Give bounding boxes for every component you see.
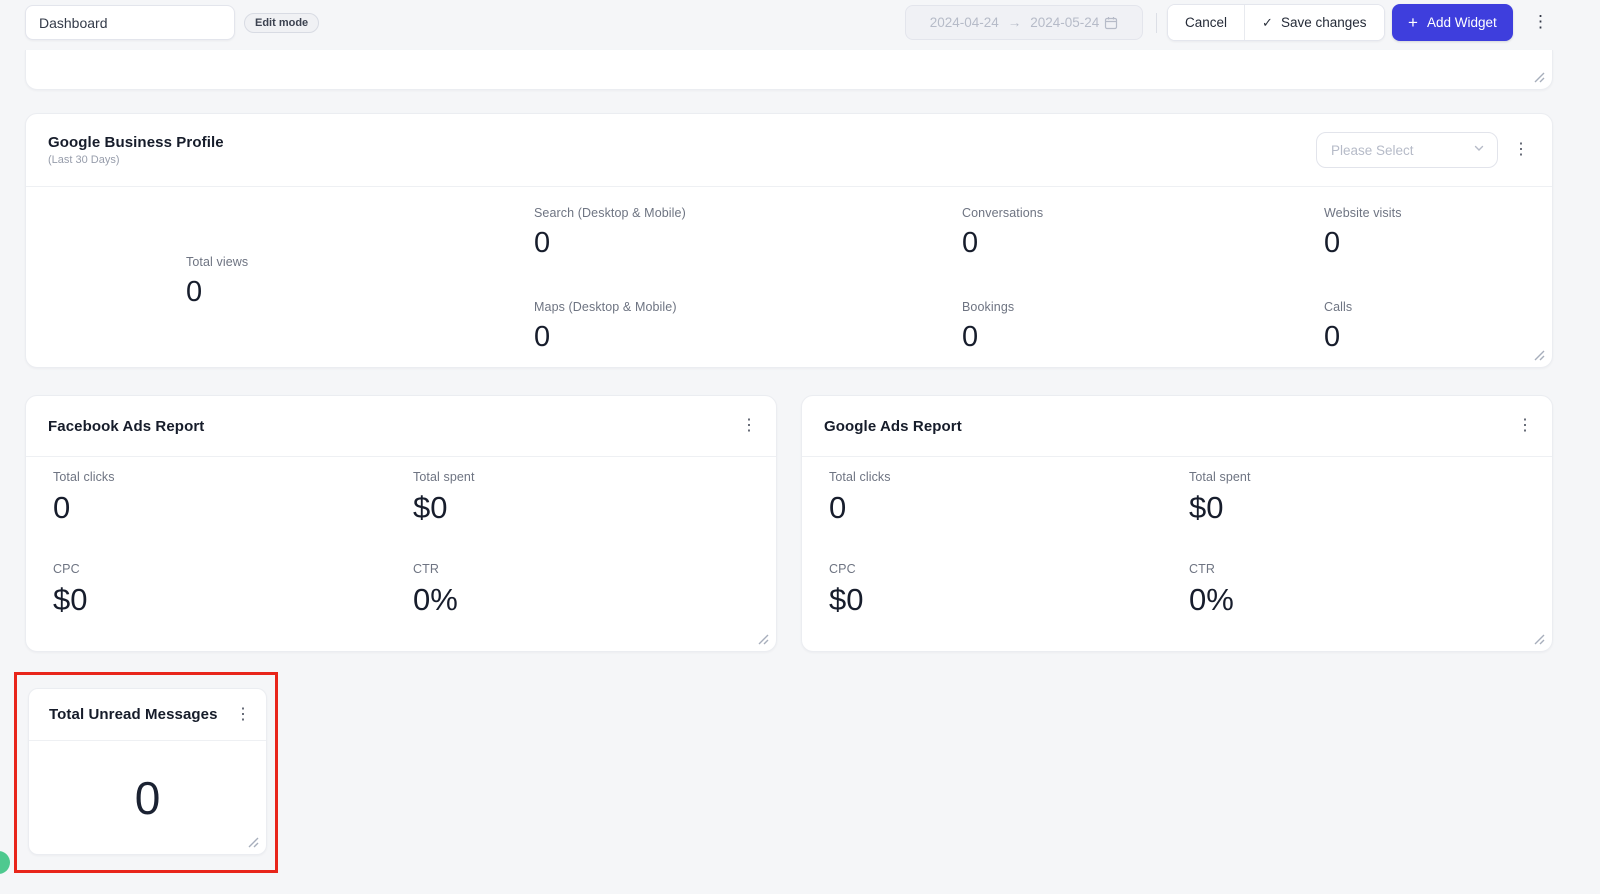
metric-search: Search (Desktop & Mobile) 0 bbox=[534, 206, 686, 259]
metric-calls: Calls 0 bbox=[1324, 300, 1353, 353]
facebook-card-title: Facebook Ads Report bbox=[48, 417, 205, 435]
arrow-right-icon: → bbox=[1007, 15, 1022, 30]
kebab-icon: ⋮ bbox=[1513, 141, 1529, 158]
google-business-profile-card: Google Business Profile (Last 30 Days) P… bbox=[25, 113, 1553, 368]
gbp-card-header: Google Business Profile (Last 30 Days) P… bbox=[26, 114, 1552, 187]
metric-cpc: CPC $0 bbox=[53, 562, 88, 617]
metric-total-spent: Total spent $0 bbox=[413, 470, 475, 525]
gbp-location-select[interactable]: Please Select bbox=[1316, 132, 1498, 168]
metric-total-views: Total views 0 bbox=[186, 255, 249, 308]
kebab-icon: ⋮ bbox=[1517, 417, 1533, 434]
edit-mode-badge: Edit mode bbox=[244, 13, 320, 33]
metric-cpc: CPC $0 bbox=[829, 562, 864, 617]
gbp-card-title: Google Business Profile bbox=[48, 134, 224, 151]
kebab-icon: ⋮ bbox=[741, 417, 757, 434]
metric-ctr: CTR 0% bbox=[1189, 562, 1234, 617]
add-widget-button[interactable]: + Add Widget bbox=[1392, 4, 1513, 41]
metric-website-visits: Website visits 0 bbox=[1324, 206, 1402, 259]
google-ads-card-title: Google Ads Report bbox=[824, 417, 962, 435]
unread-card-title: Total Unread Messages bbox=[49, 706, 218, 723]
dashboard-title-text: Dashboard bbox=[39, 14, 108, 31]
cancel-button[interactable]: Cancel bbox=[1168, 5, 1245, 40]
unread-card-body: 0 bbox=[29, 741, 266, 854]
kebab-icon: ⋮ bbox=[235, 705, 251, 723]
cancel-save-group: Cancel ✓ Save changes bbox=[1167, 4, 1385, 41]
check-icon: ✓ bbox=[1262, 14, 1273, 30]
date-end[interactable]: 2024-05-24 bbox=[1030, 15, 1100, 30]
gbp-kebab-menu[interactable]: ⋮ bbox=[1508, 140, 1534, 160]
google-ads-kebab-menu[interactable]: ⋮ bbox=[1512, 416, 1538, 436]
partial-widget-card bbox=[25, 50, 1553, 90]
plus-icon: + bbox=[1408, 13, 1418, 32]
metric-ctr: CTR 0% bbox=[413, 562, 458, 617]
kebab-icon: ⋮ bbox=[1532, 12, 1549, 31]
resize-handle-icon[interactable] bbox=[1532, 632, 1545, 645]
toolbar-kebab-menu[interactable]: ⋮ bbox=[1527, 11, 1554, 32]
metric-bookings: Bookings 0 bbox=[962, 300, 1015, 353]
metric-total-spent: Total spent $0 bbox=[1189, 470, 1251, 525]
metric-maps: Maps (Desktop & Mobile) 0 bbox=[534, 300, 677, 353]
calendar-icon bbox=[1104, 16, 1118, 30]
resize-handle-icon[interactable] bbox=[1532, 70, 1545, 83]
select-placeholder: Please Select bbox=[1331, 142, 1414, 158]
date-start[interactable]: 2024-04-24 bbox=[929, 15, 999, 30]
facebook-kebab-menu[interactable]: ⋮ bbox=[736, 416, 762, 436]
google-ads-report-card: Google Ads Report ⋮ Total clicks 0 Total… bbox=[801, 395, 1553, 652]
metric-conversations: Conversations 0 bbox=[962, 206, 1044, 259]
facebook-card-header: Facebook Ads Report ⋮ bbox=[26, 396, 776, 457]
total-unread-messages-card: Total Unread Messages ⋮ 0 bbox=[28, 688, 267, 855]
toolbar-divider bbox=[1156, 13, 1157, 33]
unread-card-header: Total Unread Messages ⋮ bbox=[29, 689, 266, 741]
resize-handle-icon[interactable] bbox=[1532, 348, 1545, 361]
google-ads-card-header: Google Ads Report ⋮ bbox=[802, 396, 1552, 457]
unread-kebab-menu[interactable]: ⋮ bbox=[230, 705, 256, 725]
date-range-picker[interactable]: 2024-04-24 → 2024-05-24 bbox=[905, 5, 1143, 40]
chat-bubble-button[interactable] bbox=[0, 851, 10, 874]
resize-handle-icon[interactable] bbox=[756, 632, 769, 645]
metric-total-clicks: Total clicks 0 bbox=[53, 470, 115, 525]
save-changes-button[interactable]: ✓ Save changes bbox=[1244, 5, 1384, 40]
toolbar: Dashboard Edit mode 2024-04-24 → 2024-05… bbox=[0, 0, 1600, 46]
chevron-down-icon bbox=[1473, 141, 1485, 159]
resize-handle-icon[interactable] bbox=[246, 835, 259, 848]
dashboard-title-input[interactable]: Dashboard bbox=[25, 5, 235, 40]
metric-total-clicks: Total clicks 0 bbox=[829, 470, 891, 525]
unread-count-value: 0 bbox=[134, 771, 161, 824]
gbp-card-subtitle: (Last 30 Days) bbox=[48, 154, 120, 166]
facebook-ads-report-card: Facebook Ads Report ⋮ Total clicks 0 Tot… bbox=[25, 395, 777, 652]
